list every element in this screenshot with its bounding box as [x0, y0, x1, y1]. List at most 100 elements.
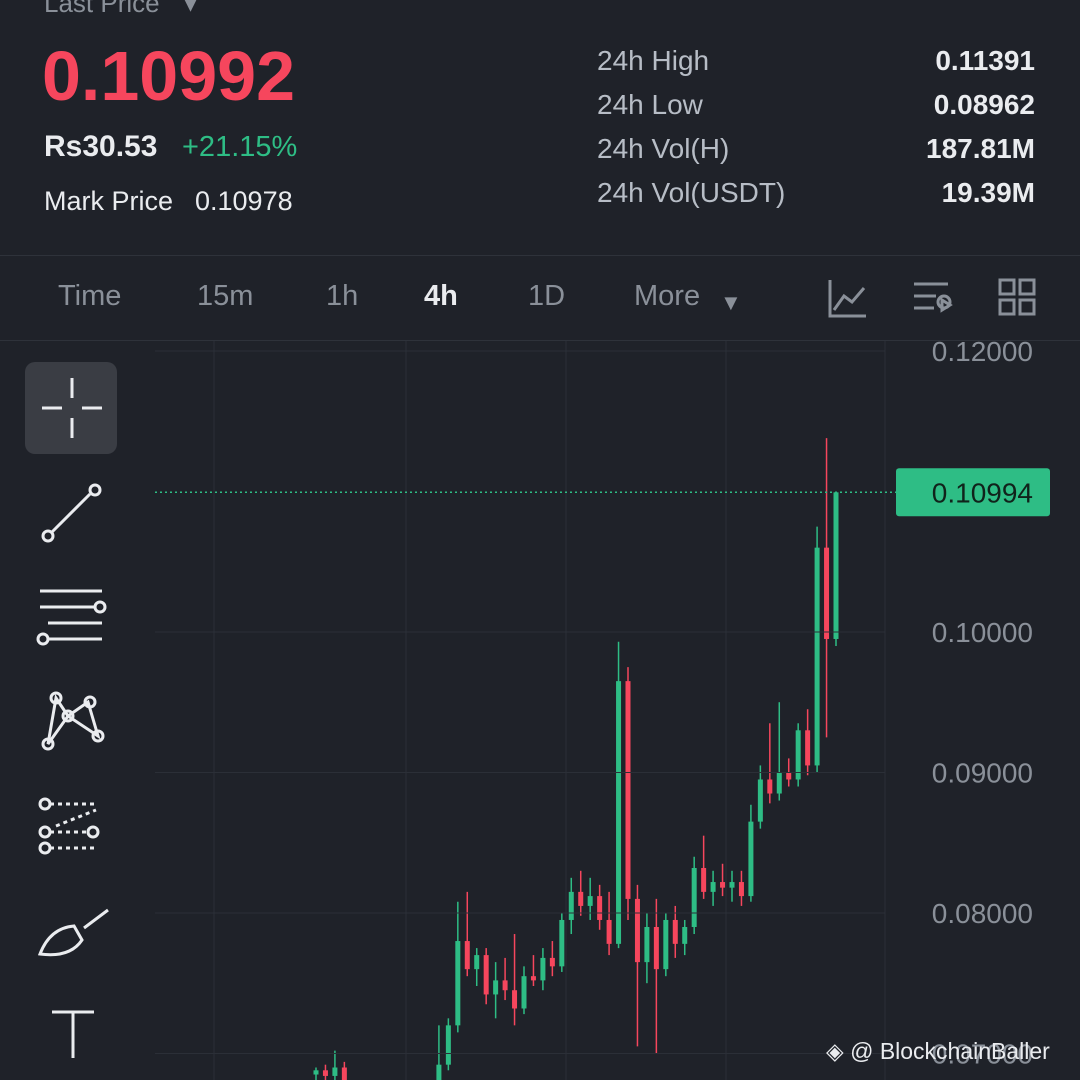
candle-body	[521, 976, 527, 1009]
layout-icon	[1018, 278, 1036, 296]
layout-icon	[1018, 298, 1036, 316]
fib-tool[interactable]	[50, 802, 98, 850]
crosshair-tool-bg[interactable]	[25, 362, 117, 454]
stat-value: 0.11391	[935, 45, 1035, 76]
candle-body	[540, 957, 546, 981]
candle-body	[701, 867, 707, 892]
candle-body	[625, 681, 631, 899]
stat-value: 0.08962	[933, 89, 1035, 120]
candle-body	[691, 867, 697, 927]
y-tick-label: 0.12000	[932, 336, 1033, 367]
candle-body	[322, 1070, 328, 1076]
plot	[313, 438, 839, 1080]
tab[interactable]: More	[634, 280, 701, 312]
candle-body	[493, 980, 499, 995]
stat-label: 24h Vol(H)	[597, 133, 730, 164]
tab[interactable]: Time	[58, 280, 122, 312]
candle-body	[672, 919, 678, 944]
candle-body	[814, 547, 820, 766]
candle-body	[634, 898, 640, 963]
watermark-text: @ BlockchainBaller	[850, 1038, 1050, 1064]
candle-body	[682, 926, 688, 944]
candle-body	[559, 919, 565, 967]
candle-body	[653, 926, 659, 970]
tab[interactable]: 15m	[197, 280, 254, 312]
candle-body	[332, 1067, 338, 1076]
candle-body	[757, 779, 763, 822]
indicator-icon[interactable]	[828, 280, 866, 318]
pattern-tool[interactable]	[46, 694, 101, 745]
more-caret: ▼	[720, 290, 742, 315]
candle-body	[833, 492, 839, 639]
candle-body	[313, 1070, 319, 1075]
stat-value: 19.39M	[941, 177, 1035, 208]
divider	[0, 340, 1080, 341]
candle-body	[436, 1064, 442, 1080]
candle-body	[738, 882, 744, 897]
candle-body	[824, 547, 830, 639]
tab[interactable]: 1D	[528, 280, 566, 312]
trendline-tool[interactable]	[50, 492, 92, 534]
candle-body	[445, 1025, 451, 1065]
toolbar-icons	[828, 278, 1036, 318]
candle-body	[587, 896, 593, 906]
candle-body	[729, 882, 735, 888]
candle-body	[502, 980, 508, 991]
layout-icon	[998, 298, 1016, 316]
candle-body	[767, 779, 773, 794]
y-tick-label: 0.10000	[932, 617, 1033, 648]
candle-body	[644, 926, 650, 963]
candle-body	[578, 891, 584, 906]
last-price-label[interactable]: Last Price	[44, 0, 160, 18]
change: +21.15%	[182, 131, 298, 163]
candle-body	[530, 976, 536, 981]
text-tool[interactable]	[52, 1010, 94, 1058]
stat-label: 24h High	[597, 45, 710, 76]
y-tick-label: 0.09000	[932, 757, 1033, 788]
crosshair-tool[interactable]	[42, 378, 102, 438]
divider	[0, 255, 1080, 256]
stat-label: 24h Low	[597, 89, 703, 120]
last-price-tag-label: 0.10994	[932, 477, 1033, 508]
candle-body	[474, 955, 480, 970]
drawing-tools	[25, 362, 117, 1058]
tab[interactable]: 4h	[424, 280, 458, 312]
last-price: 0.10992	[42, 37, 296, 115]
candle-body	[786, 772, 792, 780]
mark-price: 0.10978	[195, 186, 293, 216]
candle-body	[616, 681, 622, 944]
y-tick-label: 0.07000	[932, 1038, 1033, 1069]
layout-icon[interactable]	[998, 278, 1016, 296]
brush-tool[interactable]	[37, 908, 109, 957]
horizontal-tool[interactable]	[40, 589, 102, 641]
last-price-tag	[896, 468, 1050, 517]
candle-body	[464, 941, 470, 970]
candle-body	[720, 882, 726, 888]
candle-body	[795, 730, 801, 780]
stat-value: 187.81M	[926, 133, 1035, 164]
candle-body	[710, 882, 716, 892]
dropdown-caret: ▾	[184, 0, 198, 18]
mark-price-label: Mark Price	[44, 186, 174, 216]
candle-body	[549, 957, 555, 967]
candle-body	[597, 896, 603, 920]
vertical-grid	[213, 341, 886, 1080]
y-tick-label: 0.08000	[932, 898, 1033, 929]
candle-body	[606, 919, 612, 944]
tab[interactable]: 1h	[326, 280, 359, 312]
watermark: ◈ @ BlockchainBaller	[826, 1038, 1050, 1065]
fiat-price: Rs30.53	[44, 130, 158, 163]
candle-body	[483, 955, 489, 995]
candle-body	[805, 730, 811, 766]
candle-body	[663, 919, 669, 970]
candle-body	[568, 891, 574, 920]
candle-body	[512, 990, 518, 1009]
watermark-logo: ◈	[826, 1038, 851, 1064]
candle-body	[748, 821, 754, 897]
candle-body	[776, 772, 782, 794]
settings-icon[interactable]	[914, 282, 953, 313]
stat-label: 24h Vol(USDT)	[597, 177, 786, 208]
candle-body	[455, 941, 461, 1026]
